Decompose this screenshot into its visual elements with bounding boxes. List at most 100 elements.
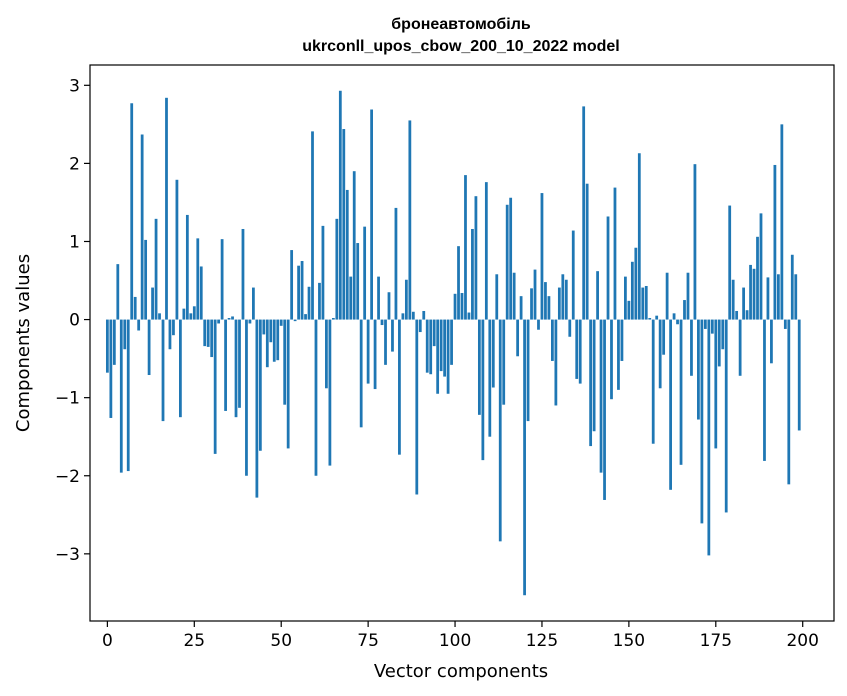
- bar-181: [735, 310, 739, 320]
- x-axis-label: Vector components: [374, 661, 548, 682]
- bar-52: [286, 319, 290, 449]
- bar-61: [318, 282, 321, 320]
- bar-25: [192, 306, 196, 320]
- bar-191: [770, 319, 773, 364]
- bar-60: [314, 319, 318, 476]
- bar-182: [738, 319, 742, 376]
- bar-42: [252, 287, 255, 320]
- bar-151: [630, 261, 634, 320]
- bar-7: [130, 103, 134, 320]
- bar-20: [175, 179, 179, 320]
- bar-26: [196, 238, 200, 320]
- bar-93: [429, 319, 433, 375]
- bar-131: [561, 274, 565, 320]
- bar-89: [415, 319, 419, 495]
- bar-59: [311, 131, 314, 320]
- bar-197: [790, 254, 794, 320]
- bar-80: [384, 319, 387, 365]
- bar-48: [272, 319, 276, 362]
- bar-165: [679, 319, 683, 465]
- bar-154: [641, 287, 645, 320]
- bar-129: [554, 319, 558, 406]
- bar-67: [338, 90, 342, 320]
- bar-132: [564, 279, 568, 320]
- bar-176: [717, 319, 721, 367]
- bar-175: [714, 319, 718, 449]
- bar-192: [773, 164, 777, 320]
- bar-177: [721, 319, 725, 350]
- bar-138: [585, 183, 589, 320]
- bar-111: [491, 319, 495, 388]
- bar-130: [557, 287, 561, 320]
- bar-46: [265, 319, 269, 368]
- bar-72: [356, 243, 360, 320]
- x-tick-label-150: 150: [613, 631, 645, 651]
- bar-73: [359, 319, 363, 428]
- bar-71: [352, 171, 356, 320]
- bar-135: [575, 319, 579, 379]
- bar-16: [161, 319, 165, 422]
- bar-198: [794, 274, 798, 320]
- bar-167: [686, 272, 690, 320]
- bar-85: [401, 313, 405, 320]
- bar-28: [203, 319, 207, 347]
- bar-158: [655, 315, 659, 320]
- bar-157: [651, 319, 655, 444]
- chart-subtitle: ukrconll_upos_cbow_200_10_2022 model: [302, 38, 619, 55]
- bar-110: [488, 319, 492, 437]
- bar-143: [603, 319, 606, 500]
- bar-95: [436, 319, 440, 394]
- bar-56: [300, 261, 304, 320]
- bar-193: [776, 274, 780, 320]
- bar-137: [582, 106, 586, 320]
- bar-86: [404, 279, 408, 320]
- bar-77: [373, 319, 377, 390]
- bar-53: [290, 250, 294, 320]
- bar-35: [227, 318, 231, 320]
- bar-10: [140, 134, 144, 320]
- bar-62: [321, 225, 325, 320]
- bar-14: [154, 218, 158, 320]
- bar-133: [568, 319, 572, 337]
- bar-108: [481, 319, 485, 461]
- bar-170: [697, 319, 700, 420]
- bar-2: [112, 319, 116, 365]
- bar-57: [304, 314, 307, 320]
- bar-68: [342, 129, 346, 320]
- bar-24: [189, 313, 193, 320]
- bar-76: [370, 109, 373, 320]
- bar-79: [380, 319, 384, 326]
- bar-88: [411, 311, 415, 320]
- bar-142: [599, 319, 603, 473]
- y-axis-ticks: −3 −2 −1 0 1 2 3: [55, 76, 90, 565]
- bar-134: [571, 230, 575, 320]
- bar-186: [752, 268, 756, 320]
- x-tick-label-125: 125: [526, 631, 558, 651]
- bar-51: [283, 319, 287, 405]
- bar-120: [523, 319, 526, 596]
- bar-99: [450, 319, 453, 365]
- bar-169: [693, 164, 697, 320]
- x-tick-label-200: 200: [786, 631, 818, 651]
- bar-1: [109, 319, 113, 418]
- bar-102: [460, 293, 464, 320]
- bar-101: [457, 246, 460, 320]
- bar-8: [133, 296, 137, 320]
- bar-90: [418, 319, 422, 333]
- bar-103: [464, 175, 467, 320]
- bar-106: [474, 196, 478, 320]
- bar-190: [766, 277, 770, 320]
- bar-38: [238, 319, 241, 408]
- bar-184: [745, 310, 749, 320]
- bar-17: [165, 97, 168, 320]
- bar-112: [495, 274, 499, 320]
- bar-3: [116, 264, 120, 320]
- bar-37: [234, 319, 238, 418]
- x-tick-label-50: 50: [270, 631, 292, 651]
- bar-105: [471, 228, 474, 320]
- chart-title: бронеавтомобіль: [391, 16, 531, 33]
- bar-172: [703, 319, 707, 329]
- bar-29: [206, 319, 210, 347]
- bar-15: [158, 313, 161, 320]
